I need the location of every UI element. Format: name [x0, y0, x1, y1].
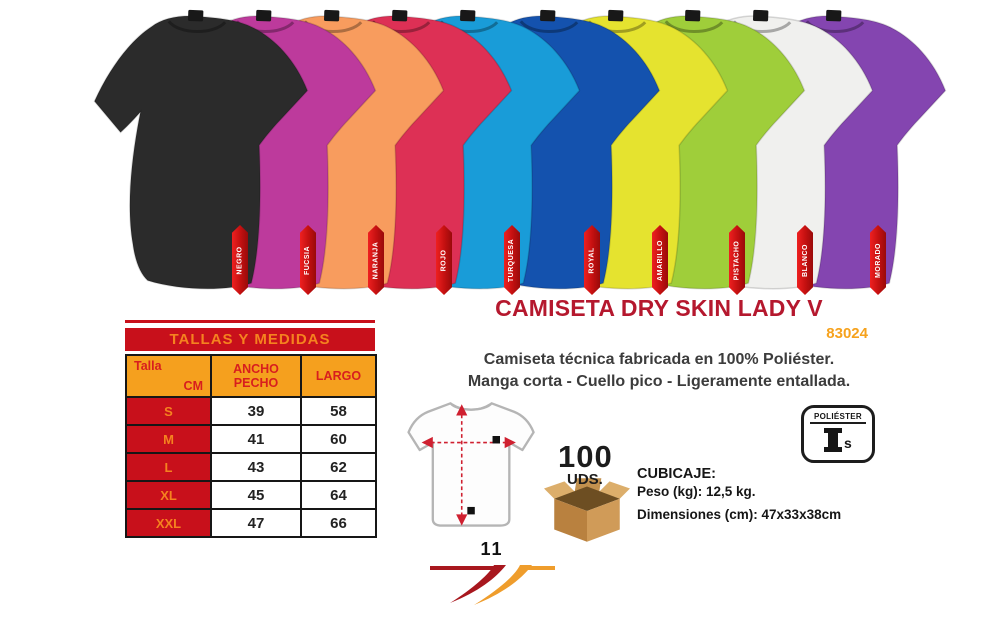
tshirt-measurement-diagram	[396, 394, 548, 539]
color-tag-label: NEGRO	[236, 245, 244, 275]
table-row: XXL 47 66	[125, 508, 377, 538]
col-header-ancho-pecho: ANCHO PECHO	[210, 354, 302, 398]
size-table-header-row: Talla CM ANCHO PECHO LARGO	[125, 354, 377, 398]
cubicaje-block: CUBICAJE: Peso (kg): 12,5 kg. Dimensione…	[637, 466, 841, 522]
color-tag-morado: MORADO	[870, 225, 886, 295]
size-cell: XL	[125, 480, 212, 510]
color-tag-amarillo: AMARILLO	[652, 225, 668, 295]
ancho-cell: 39	[210, 396, 302, 426]
polyester-badge: POLIÉSTER s	[801, 405, 875, 463]
color-tag-royal: ROYAL	[584, 225, 600, 295]
table-row: L 43 62	[125, 452, 377, 482]
largo-cell: 62	[300, 452, 377, 482]
size-cell: M	[125, 424, 212, 454]
color-tag-label: FUCSIA	[304, 245, 312, 275]
color-tag-label: MORADO	[874, 242, 882, 278]
color-tag-label: BLANCO	[801, 243, 809, 277]
carton-box-icon	[544, 476, 630, 549]
corner-cell: Talla CM	[125, 354, 212, 398]
brand-logo: 11	[424, 539, 560, 611]
color-tag-label: AMARILLO	[656, 239, 664, 281]
units-count: 100	[558, 439, 613, 474]
color-tag-label: ROYAL	[588, 246, 596, 274]
cubicaje-weight: Peso (kg): 12,5 kg.	[637, 484, 756, 499]
size-table: Talla CM ANCHO PECHO LARGO S 39 58 M 41 …	[125, 354, 377, 538]
product-code: 83024	[826, 325, 868, 342]
polyester-label: POLIÉSTER	[810, 412, 866, 424]
shirt-negro	[70, 4, 313, 296]
red-rule	[125, 320, 375, 323]
table-row: M 41 60	[125, 424, 377, 454]
ancho-cell: 47	[210, 508, 302, 538]
color-tag-blanco: BLANCO	[797, 225, 813, 295]
table-row: XL 45 64	[125, 480, 377, 510]
color-tag-fucsia: FUCSIA	[300, 225, 316, 295]
title-block: CAMISETA DRY SKIN LADY V 83024 Camiseta …	[428, 295, 890, 393]
largo-cell: 60	[300, 424, 377, 454]
units-block: 100 UDS.	[558, 441, 613, 488]
brand-number: 11	[480, 539, 504, 559]
color-tag-pistacho: PISTACHO	[729, 225, 745, 295]
color-tag-turquesa: TURQUESA	[504, 225, 520, 295]
size-cell: XXL	[125, 508, 212, 538]
color-tag-label: ROJO	[440, 249, 448, 271]
size-cell: S	[125, 396, 212, 426]
cubicaje-dimensions: Dimensiones (cm): 47x33x38cm	[637, 507, 842, 522]
color-tag-label: TURQUESA	[508, 238, 516, 282]
svg-text:s: s	[844, 435, 852, 451]
color-tag-negro: NEGRO	[232, 225, 248, 295]
brand-swoosh-icon	[430, 565, 555, 605]
color-tag-naranja: NARANJA	[368, 225, 384, 295]
fabric-bolt-icon: s	[824, 428, 852, 452]
table-row: S 39 58	[125, 396, 377, 426]
largo-cell: 64	[300, 480, 377, 510]
ancho-cell: 41	[210, 424, 302, 454]
page-title: CAMISETA DRY SKIN LADY V	[495, 295, 823, 321]
product-description-line1: Camiseta técnica fabricada en 100% Polié…	[483, 351, 835, 368]
size-table-panel: TALLAS Y MEDIDAS Talla CM ANCHO PECHO LA…	[125, 320, 377, 538]
ancho-cell: 43	[210, 452, 302, 482]
size-table-title: TALLAS Y MEDIDAS	[125, 328, 375, 351]
shirt-colors-row: NEGRO FUCSIA NARANJA ROJO TURQUESA ROYAL AMARI…	[0, 0, 991, 305]
cubicaje-title: CUBICAJE:	[637, 466, 716, 482]
corner-cm-label: CM	[183, 378, 203, 393]
color-tag-label: PISTACHO	[733, 240, 741, 280]
largo-cell: 66	[300, 508, 377, 538]
corner-talla-label: Talla	[134, 359, 162, 373]
ancho-cell: 45	[210, 480, 302, 510]
tshirt-outline-icon	[407, 402, 535, 527]
product-description-line2: Manga corta - Cuello pico - Ligeramente …	[467, 373, 851, 390]
color-tag-rojo: ROJO	[436, 225, 452, 295]
largo-cell: 58	[300, 396, 377, 426]
color-tag-label: NARANJA	[372, 241, 380, 279]
size-cell: L	[125, 452, 212, 482]
col-header-largo: LARGO	[300, 354, 377, 398]
units-label: UDS.	[567, 471, 603, 488]
